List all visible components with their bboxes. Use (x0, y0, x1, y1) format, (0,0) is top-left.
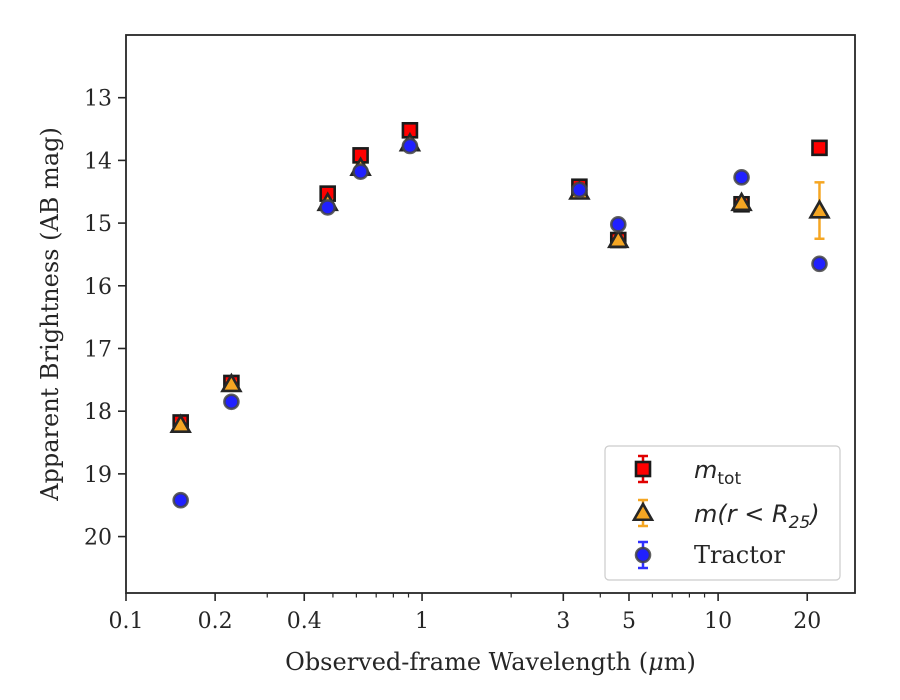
legend-box (604, 445, 841, 581)
y-tick-label-4: 17 (84, 337, 112, 362)
series-2-point-5 (571, 181, 588, 199)
y-tick-label-1: 14 (84, 149, 112, 174)
x-tick-label-0: 0.1 (109, 609, 144, 634)
plot-frame (125, 34, 856, 594)
series-2-point-2 (319, 199, 336, 216)
y-tick-label-5: 18 (84, 400, 112, 425)
y-tick-label-0: 13 (84, 87, 112, 112)
series-1-point-0 (169, 413, 192, 434)
y-tick-label-3: 16 (84, 275, 112, 300)
legend-marker-2 (634, 546, 652, 564)
legend-label-m-r25: m(r < R25) (694, 500, 820, 533)
x-tick-label-3: 1 (415, 609, 429, 634)
x-tick-label-1: 0.2 (198, 609, 233, 634)
x-axis-label: Observed-frame Wavelength (μm) (285, 648, 696, 676)
y-tick-label-2: 15 (84, 212, 112, 237)
x-tick-label-6: 10 (704, 609, 732, 634)
series-2-point-0 (172, 491, 189, 509)
y-tick-label-7: 20 (84, 526, 112, 551)
legend-marker-0 (634, 460, 652, 478)
series-1-point-8 (808, 198, 831, 219)
legend-label-mtot: mtot (694, 456, 741, 489)
x-tick-label-2: 0.4 (287, 609, 322, 634)
x-tick-label-4: 3 (556, 609, 570, 634)
series-1-point-1 (220, 372, 243, 393)
series-2-point-4 (401, 137, 419, 155)
series-2-point-6 (609, 216, 627, 233)
legend-symbols (631, 454, 655, 570)
legend-label-tractor: Tractor (694, 541, 785, 569)
series-2-point-8 (811, 255, 828, 273)
series-1-point-7 (730, 191, 753, 212)
x-tick-label-5: 5 (622, 609, 636, 634)
y-axis-label: Apparent Brightness (AB mag) (36, 127, 64, 502)
series-1-point-6 (607, 228, 630, 249)
series-2-point-3 (352, 163, 369, 180)
x-tick-label-7: 20 (793, 609, 821, 634)
legend: mtot m(r < R25) Tractor (604, 445, 841, 581)
data-markers (169, 121, 831, 509)
series-0-point-8 (811, 139, 828, 157)
legend-marker-1 (631, 501, 655, 522)
series-2-point-7 (733, 169, 750, 186)
series-2 (172, 137, 828, 509)
y-tick-label-6: 19 (84, 463, 112, 488)
series-2-point-1 (223, 393, 240, 411)
